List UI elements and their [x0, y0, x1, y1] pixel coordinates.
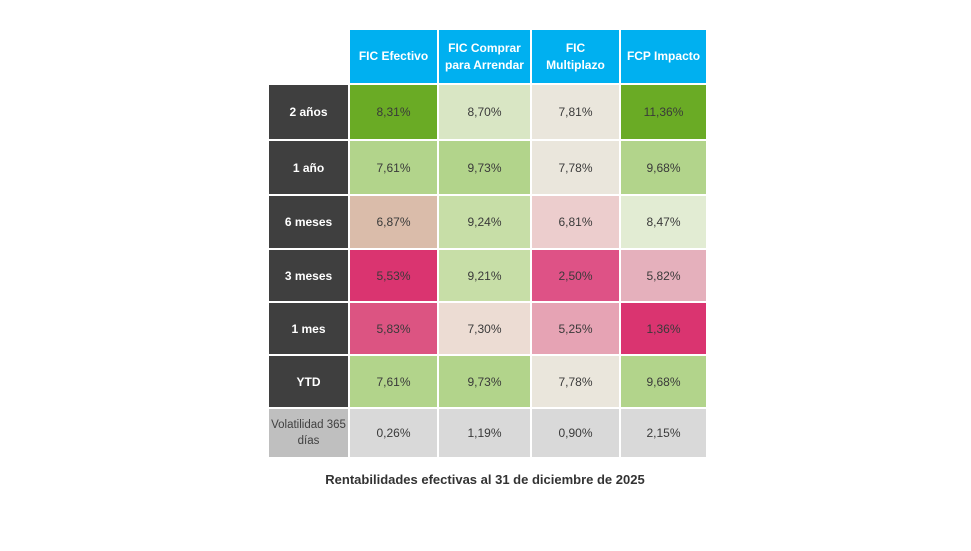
value-cell: 0,90%	[532, 409, 619, 457]
value-cell: 2,15%	[621, 409, 706, 457]
row-header: 1 mes	[269, 303, 348, 354]
value-cell: 8,70%	[439, 85, 530, 139]
row-header: 6 meses	[269, 196, 348, 248]
value-cell: 9,73%	[439, 356, 530, 407]
returns-table: FIC Efectivo FIC Comprar para Arrendar F…	[269, 30, 706, 457]
value-cell: 9,73%	[439, 141, 530, 194]
value-cell: 5,82%	[621, 250, 706, 301]
value-cell: 7,78%	[532, 141, 619, 194]
value-cell: 7,78%	[532, 356, 619, 407]
value-cell: 9,68%	[621, 356, 706, 407]
value-cell: 5,83%	[350, 303, 437, 354]
value-cell: 1,19%	[439, 409, 530, 457]
value-cell: 0,26%	[350, 409, 437, 457]
value-cell: 9,24%	[439, 196, 530, 248]
value-cell: 7,30%	[439, 303, 530, 354]
column-header-fic-efectivo: FIC Efectivo	[350, 30, 437, 83]
row-header: 1 año	[269, 141, 348, 194]
row-header: 2 años	[269, 85, 348, 139]
column-header-fic-comprar-para-arrendar: FIC Comprar para Arrendar	[439, 30, 530, 83]
value-cell: 2,50%	[532, 250, 619, 301]
value-cell: 7,61%	[350, 356, 437, 407]
table-corner	[269, 30, 348, 83]
value-cell: 5,53%	[350, 250, 437, 301]
table-caption: Rentabilidades efectivas al 31 de diciem…	[325, 472, 645, 487]
row-header: 3 meses	[269, 250, 348, 301]
value-cell: 8,31%	[350, 85, 437, 139]
value-cell: 7,61%	[350, 141, 437, 194]
value-cell: 5,25%	[532, 303, 619, 354]
value-cell: 11,36%	[621, 85, 706, 139]
value-cell: 8,47%	[621, 196, 706, 248]
column-header-fcp-impacto: FCP Impacto	[621, 30, 706, 83]
row-header: YTD	[269, 356, 348, 407]
value-cell: 9,21%	[439, 250, 530, 301]
row-header: Volatilidad 365 días	[269, 409, 348, 457]
value-cell: 1,36%	[621, 303, 706, 354]
value-cell: 6,87%	[350, 196, 437, 248]
value-cell: 9,68%	[621, 141, 706, 194]
value-cell: 6,81%	[532, 196, 619, 248]
value-cell: 7,81%	[532, 85, 619, 139]
column-header-fic-multiplazo: FIC Multiplazo	[532, 30, 619, 83]
